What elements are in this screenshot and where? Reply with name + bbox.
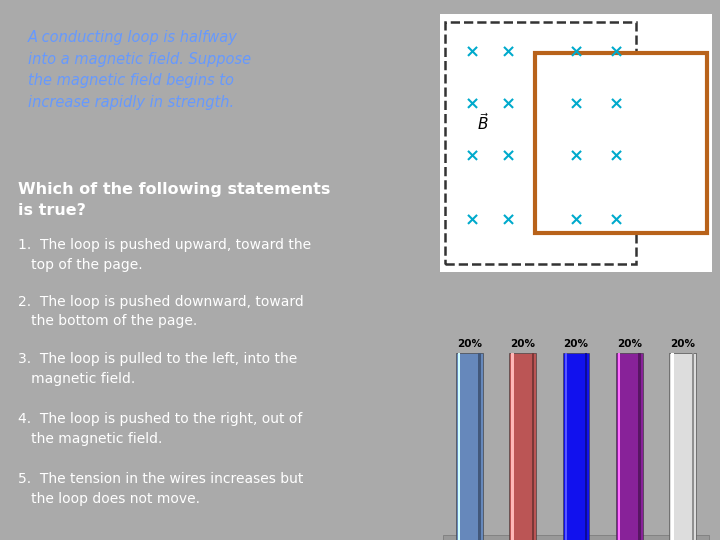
Text: ×: ×: [609, 44, 624, 62]
Bar: [692, 353, 694, 540]
Text: ×: ×: [465, 44, 480, 62]
Text: ×: ×: [500, 95, 516, 113]
Bar: [443, 535, 709, 540]
Bar: [639, 353, 641, 540]
Text: 20%: 20%: [456, 339, 482, 349]
Bar: [478, 353, 480, 540]
Text: 20%: 20%: [617, 339, 642, 349]
Text: Which of the following statements
is true?: Which of the following statements is tru…: [18, 182, 330, 218]
Text: ×: ×: [609, 211, 624, 230]
Text: ×: ×: [465, 95, 480, 113]
Text: ×: ×: [465, 211, 480, 230]
Text: ×: ×: [500, 211, 516, 230]
Bar: [446, 22, 636, 264]
Bar: [509, 353, 536, 540]
Text: ×: ×: [568, 44, 584, 62]
Bar: [458, 353, 460, 540]
Text: 20%: 20%: [670, 339, 696, 349]
Text: ×: ×: [568, 211, 584, 230]
Text: $\vec{B}$: $\vec{B}$: [477, 112, 490, 133]
Text: ×: ×: [609, 95, 624, 113]
Text: 3.  The loop is pulled to the left, into the
   magnetic field.: 3. The loop is pulled to the left, into …: [18, 352, 297, 386]
Bar: [456, 353, 482, 540]
Bar: [564, 353, 567, 540]
Text: 20%: 20%: [564, 339, 588, 349]
Text: ×: ×: [465, 147, 480, 165]
Text: ×: ×: [609, 147, 624, 165]
Bar: [616, 353, 643, 540]
Bar: [585, 353, 588, 540]
Text: 1.  The loop is pushed upward, toward the
   top of the page.: 1. The loop is pushed upward, toward the…: [18, 238, 311, 272]
Bar: [562, 353, 590, 540]
Bar: [672, 353, 674, 540]
Bar: [511, 353, 513, 540]
Text: A conducting loop is halfway
into a magnetic field. Suppose
the magnetic field b: A conducting loop is halfway into a magn…: [28, 30, 251, 110]
Bar: [532, 353, 534, 540]
Text: ×: ×: [568, 95, 584, 113]
Bar: [618, 353, 620, 540]
Text: ×: ×: [568, 147, 584, 165]
Text: 5.  The tension in the wires increases but
   the loop does not move.: 5. The tension in the wires increases bu…: [18, 472, 303, 505]
Text: 2.  The loop is pushed downward, toward
   the bottom of the page.: 2. The loop is pushed downward, toward t…: [18, 295, 304, 328]
Bar: [535, 53, 706, 233]
Bar: [670, 353, 696, 540]
Text: 20%: 20%: [510, 339, 535, 349]
Text: 4.  The loop is pushed to the right, out of
   the magnetic field.: 4. The loop is pushed to the right, out …: [18, 412, 302, 445]
Text: ×: ×: [500, 44, 516, 62]
Text: ×: ×: [500, 147, 516, 165]
